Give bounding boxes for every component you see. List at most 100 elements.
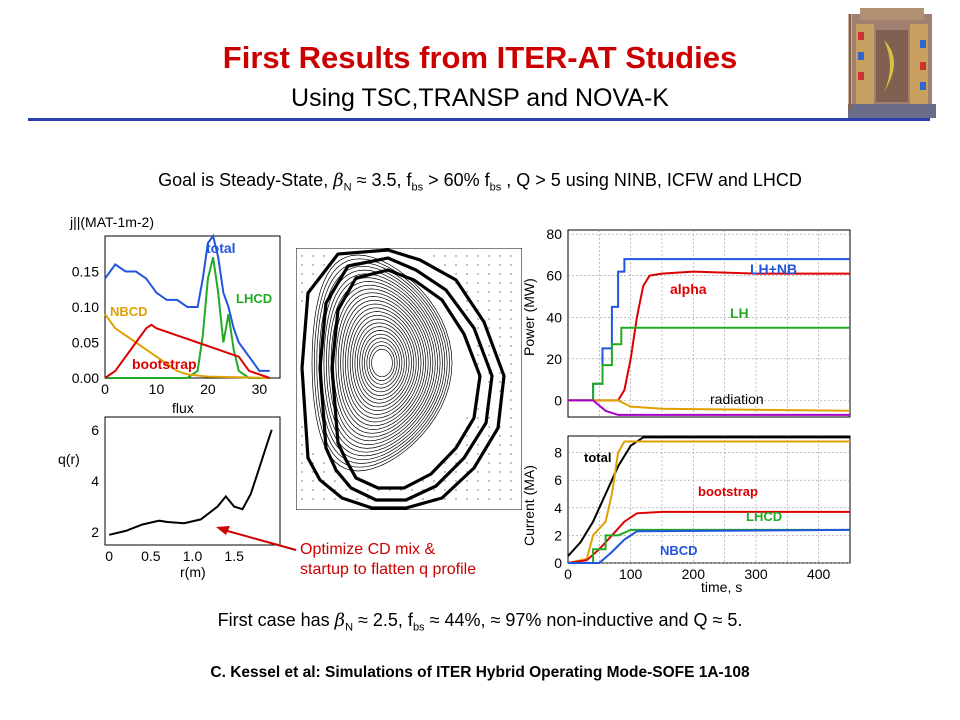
field-dot (510, 291, 512, 293)
field-dot (389, 489, 391, 491)
field-dot (510, 309, 512, 311)
result-suffix: ≈ 44%, ≈ 97% non-inductive and Q ≈ 5. (424, 610, 743, 630)
field-dot (301, 282, 303, 284)
field-dot (444, 471, 446, 473)
field-dot (499, 498, 501, 500)
field-dot (323, 255, 325, 257)
flux-surface (325, 277, 439, 449)
chart2-xtick-label: 1.0 (183, 548, 203, 564)
field-dot (488, 264, 490, 266)
chart1-label-total: total (206, 240, 236, 256)
chart2-ytick-label: 4 (91, 473, 99, 489)
flux-surface (361, 333, 403, 393)
chart4-ytick-label: 4 (554, 500, 562, 516)
field-dot (422, 480, 424, 482)
field-dot (301, 453, 303, 455)
field-dot (488, 471, 490, 473)
field-dot (334, 498, 336, 500)
field-dot (455, 273, 457, 275)
field-dot (510, 363, 512, 365)
result-beta-subscript: N (345, 621, 354, 634)
field-dot (312, 255, 314, 257)
field-dot (477, 273, 479, 275)
field-dot (400, 489, 402, 491)
field-dot (455, 462, 457, 464)
chart4-xtick-label: 300 (744, 566, 768, 582)
field-dot (323, 264, 325, 266)
field-dot (499, 309, 501, 311)
chart4-label-lhcd: LHCD (746, 509, 782, 524)
chart3-series-line-4 (568, 399, 850, 416)
flux-surface (318, 265, 446, 461)
field-dot (510, 426, 512, 428)
chart2-xtick-label: 0 (105, 548, 113, 564)
field-dot (510, 372, 512, 374)
note-arrow (216, 526, 297, 551)
goal-prefix: Goal is Steady-State, (158, 170, 334, 190)
chart1-series-total (104, 233, 270, 372)
field-dot (510, 255, 512, 257)
chart4-xtick-label: 200 (682, 566, 706, 582)
chart3-ytick-label: 20 (546, 351, 562, 367)
slide-title: First Results from ITER-AT Studies (222, 40, 738, 75)
goal-mid1: ≈ 3.5, f (351, 170, 412, 190)
field-dot (433, 489, 435, 491)
field-dot (499, 282, 501, 284)
field-dot (510, 381, 512, 383)
flux-surface (321, 269, 443, 457)
field-dot (301, 264, 303, 266)
field-dot (499, 336, 501, 338)
field-dot (323, 489, 325, 491)
field-dot (488, 318, 490, 320)
field-dot (510, 471, 512, 473)
field-dot (499, 300, 501, 302)
flux-surface (366, 341, 398, 385)
power-chart: Power (MW) 0 20 40 60 80 LH+NB alpha LH radi… (521, 226, 851, 418)
field-dot (510, 318, 512, 320)
field-dot (488, 480, 490, 482)
field-dot (488, 300, 490, 302)
field-dot (499, 489, 501, 491)
field-dot (510, 489, 512, 491)
field-dot (499, 480, 501, 482)
field-dot (499, 390, 501, 392)
flux-surface (345, 307, 419, 419)
field-dot (312, 489, 314, 491)
chart4-xtick-label: 100 (619, 566, 643, 582)
flux-surface (340, 299, 424, 427)
field-dot (455, 453, 457, 455)
field-dot (345, 489, 347, 491)
field-dot (477, 345, 479, 347)
result-prefix: First case has (217, 610, 335, 630)
field-dot (477, 480, 479, 482)
note-line-2: startup to flatten q profile (300, 561, 477, 578)
chart1-ylabel: j||(MAT-1m-2) (69, 214, 154, 230)
chart1-label-lhcd: LHCD (236, 291, 272, 306)
field-dot (488, 435, 490, 437)
q-profile-chart: q(r) 0 0.5 1.0 1.5 2 4 6 r(m) (58, 416, 281, 580)
field-dot (510, 354, 512, 356)
field-dot (301, 426, 303, 428)
equilibrium-flux-plot (296, 248, 522, 510)
field-dot (411, 489, 413, 491)
chart2-xlabel: r(m) (180, 564, 206, 580)
field-dot (477, 471, 479, 473)
beta-subscript: N (343, 181, 352, 194)
field-dot (510, 399, 512, 401)
field-dot (477, 318, 479, 320)
flux-surface (337, 296, 427, 430)
field-dot (488, 273, 490, 275)
field-dot (510, 408, 512, 410)
chart1-label-nbcd: NBCD (110, 304, 148, 319)
field-dot (499, 327, 501, 329)
field-dot (488, 291, 490, 293)
chart3-label-lh: LH (730, 305, 749, 321)
field-dot (488, 462, 490, 464)
field-dot (499, 471, 501, 473)
fbs-subscript: bs (411, 181, 424, 194)
field-dot (510, 453, 512, 455)
field-dot (477, 354, 479, 356)
field-dot (466, 417, 468, 419)
field-dot (312, 498, 314, 500)
field-dot (477, 255, 479, 257)
